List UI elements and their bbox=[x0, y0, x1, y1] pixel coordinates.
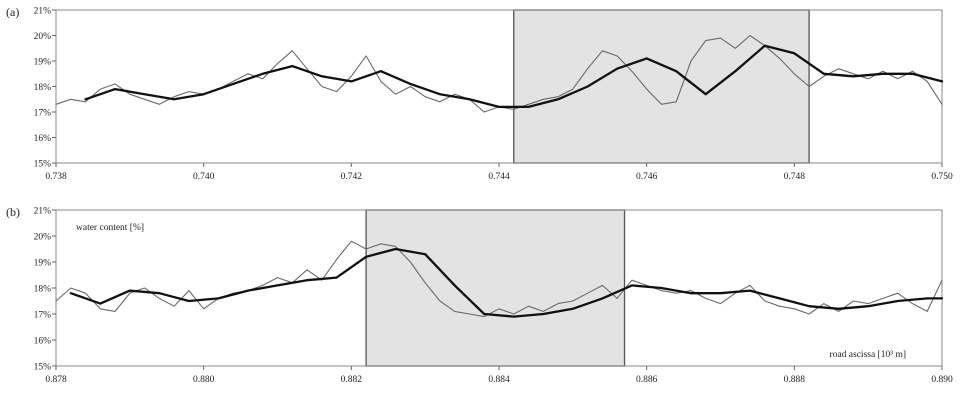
y-tick-label: 21% bbox=[34, 207, 52, 217]
y-tick-label: 17% bbox=[34, 109, 52, 119]
y-tick-label: 15% bbox=[34, 160, 52, 170]
x-tick-label: 0.878 bbox=[45, 375, 67, 385]
series-line-smoothed bbox=[84, 44, 944, 109]
highlight-region bbox=[365, 209, 626, 367]
x-tick-label: 0.744 bbox=[488, 172, 510, 182]
series-line-raw bbox=[55, 240, 943, 318]
x-tick-label: 0.746 bbox=[636, 172, 658, 182]
y-tick-label: 18% bbox=[34, 285, 52, 295]
y-tick-label: 19% bbox=[34, 259, 52, 269]
y-tick-label: 19% bbox=[34, 58, 52, 68]
x-axis-label: road ascissa [10³ m] bbox=[830, 350, 906, 360]
x-tick-label: 0.884 bbox=[488, 375, 510, 385]
x-tick-label: 0.890 bbox=[931, 375, 953, 385]
series-line-smoothed bbox=[69, 247, 944, 318]
y-axis-label: water content [%] bbox=[76, 223, 144, 233]
panel-a: (a) 15% 16% 17% 18% 19% 20% 21% 0.738 0.740 0.742 0… bbox=[6, 5, 953, 182]
y-tick-label: 16% bbox=[34, 134, 52, 144]
x-tick-label: 0.750 bbox=[931, 172, 953, 182]
y-tick-label: 17% bbox=[34, 311, 52, 321]
x-tick-label: 0.742 bbox=[341, 172, 363, 182]
x-tick-label: 0.880 bbox=[193, 375, 215, 385]
x-tick-label: 0.740 bbox=[193, 172, 215, 182]
panel-b: (b) 15% 16% 17% 18% 19% 20% 21% 0.878 0.880 0.882 0… bbox=[6, 205, 953, 385]
y-tick-label: 15% bbox=[34, 363, 52, 373]
y-tick-label: 16% bbox=[34, 337, 52, 347]
panel-label: (b) bbox=[6, 205, 20, 219]
x-tick-label: 0.748 bbox=[784, 172, 806, 182]
highlight-region bbox=[513, 9, 810, 164]
y-tick-label: 18% bbox=[34, 83, 52, 93]
x-tick-label: 0.886 bbox=[636, 375, 658, 385]
x-tick-label: 0.888 bbox=[784, 375, 806, 385]
y-tick-label: 21% bbox=[34, 7, 52, 17]
y-tick-label: 20% bbox=[34, 233, 52, 243]
y-tick-label: 20% bbox=[34, 32, 52, 42]
x-tick-label: 0.738 bbox=[45, 172, 67, 182]
x-tick-label: 0.882 bbox=[341, 375, 363, 385]
panel-label: (a) bbox=[6, 5, 19, 19]
